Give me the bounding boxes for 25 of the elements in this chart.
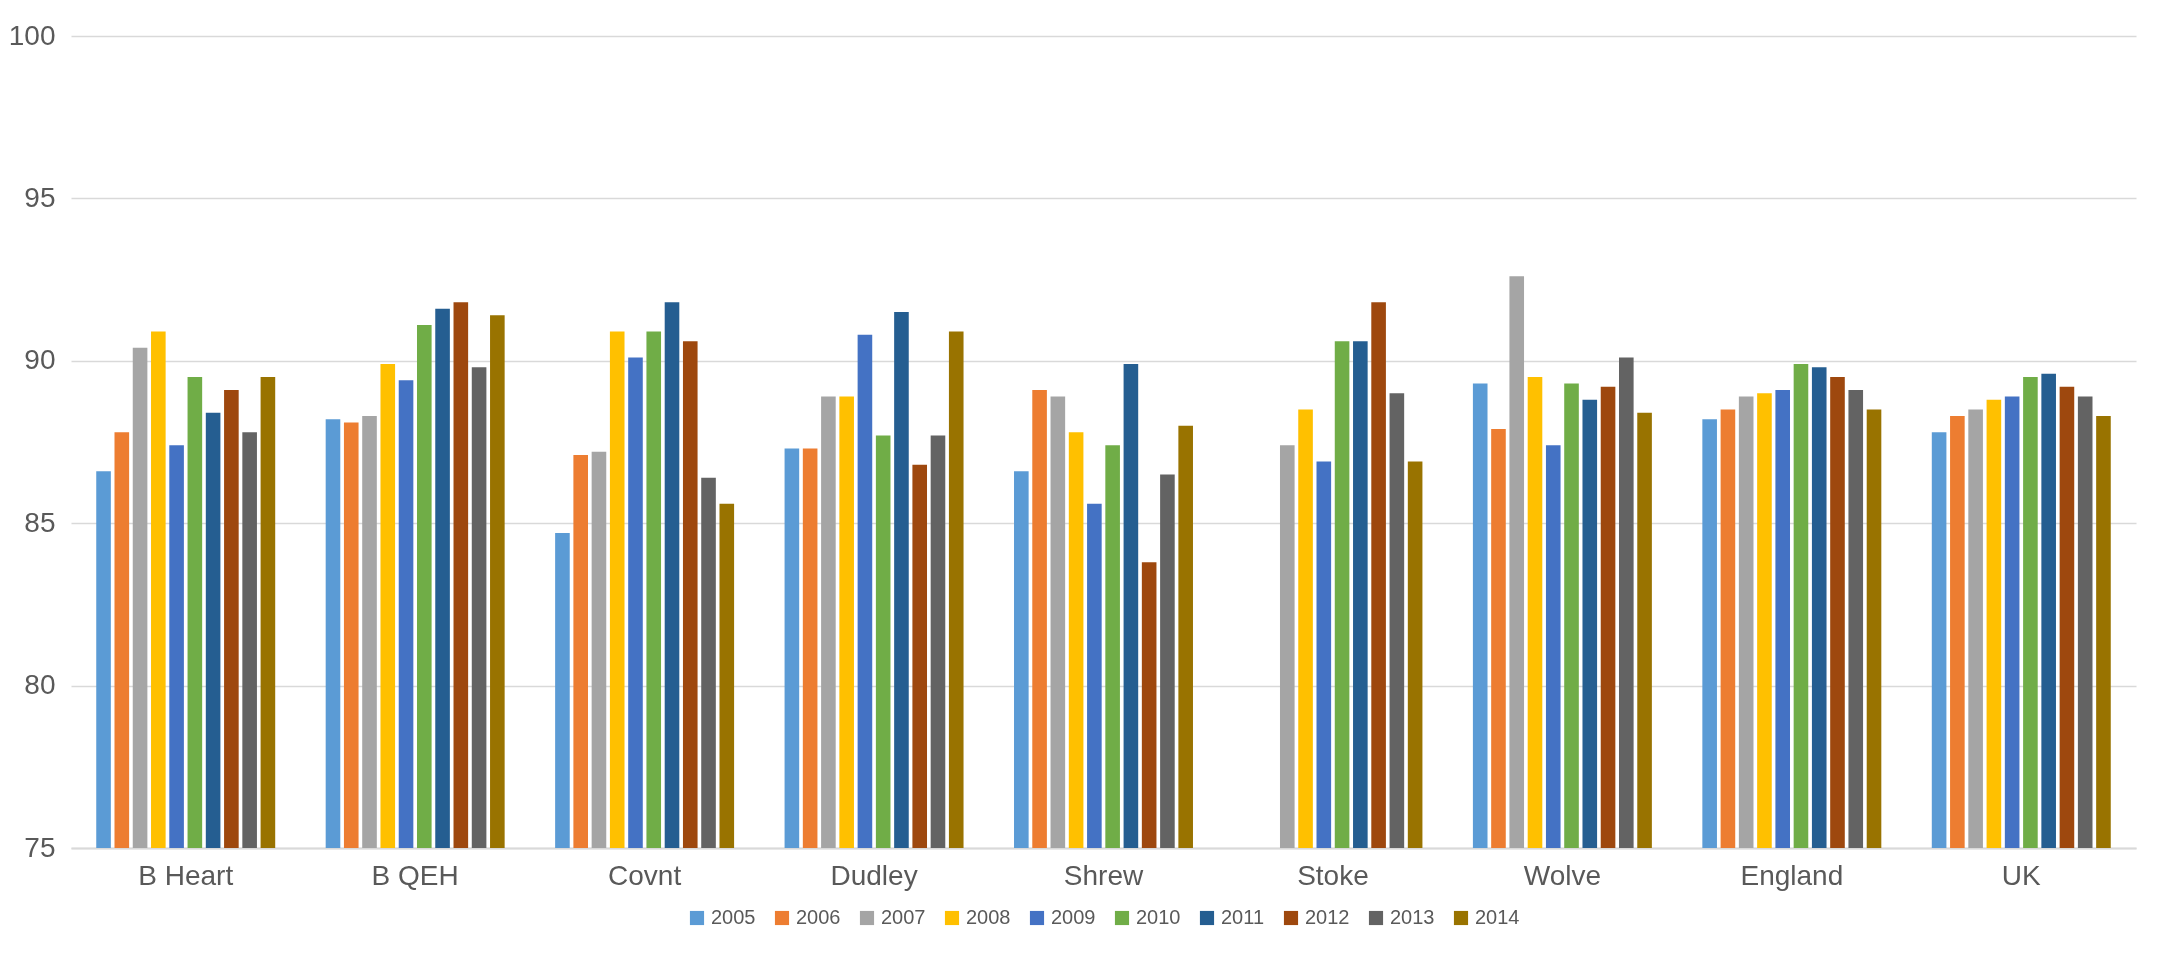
x-tick-label: Stoke (1297, 859, 1369, 891)
x-tick-label: UK (2001, 859, 2042, 891)
legend-label: 2014 (1475, 906, 1520, 928)
legend-label: 2013 (1390, 906, 1435, 928)
y-tick-label: 85 (24, 506, 56, 538)
y-tick-label: 100 (8, 19, 56, 51)
legend-label: 2012 (1305, 906, 1350, 928)
legend-label: 2005 (711, 906, 756, 928)
y-tick-label: 80 (24, 669, 56, 701)
x-tick-label: Wolve (1523, 859, 1602, 891)
legend-label: 2010 (1136, 906, 1181, 928)
x-tick-label: Dudley (830, 859, 918, 891)
x-tick-label: Covnt (608, 859, 682, 891)
x-tick-label: England (1740, 859, 1844, 891)
x-tick-label: B Heart (138, 859, 234, 891)
y-tick-label: 90 (24, 344, 56, 376)
legend-label: 2009 (1051, 906, 1096, 928)
x-tick-label: Shrew (1063, 859, 1144, 891)
legend-label: 2008 (966, 906, 1011, 928)
y-tick-label: 75 (24, 831, 56, 863)
y-tick-label: 95 (24, 181, 56, 213)
x-tick-label: B QEH (371, 859, 459, 891)
legend-label: 2006 (796, 906, 841, 928)
legend-label: 2011 (1221, 906, 1265, 928)
legend-label: 2007 (881, 906, 926, 928)
